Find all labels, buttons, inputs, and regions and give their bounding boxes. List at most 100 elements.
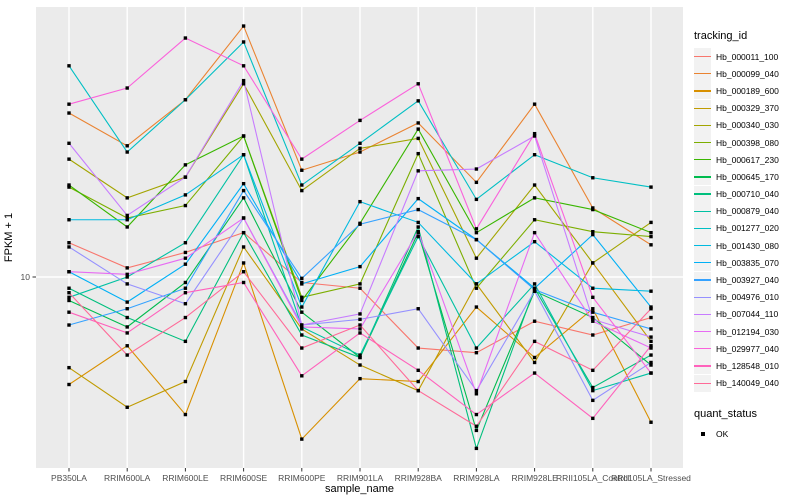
data-point-marker — [532, 218, 537, 222]
data-point-marker — [591, 295, 595, 300]
data-point-marker — [591, 310, 595, 314]
data-point-marker — [183, 315, 188, 320]
data-point-marker — [300, 325, 304, 329]
data-point-marker — [125, 275, 129, 279]
data-point-marker — [125, 150, 129, 154]
data-point-marker — [416, 99, 420, 103]
legend-item: Hb_001430_080 — [690, 237, 800, 255]
legend-item: Hb_012194_030 — [690, 323, 800, 341]
data-point-marker — [532, 360, 537, 365]
data-point-marker — [649, 230, 653, 235]
data-point-marker — [125, 213, 129, 218]
data-point-marker — [300, 327, 304, 331]
data-point-marker — [125, 266, 129, 270]
legend-item-label: Hb_007044_110 — [716, 309, 779, 320]
legend-key-line-icon — [694, 65, 711, 83]
data-point-marker — [416, 207, 420, 212]
legend-item-label: Hb_012194_030 — [716, 326, 779, 337]
data-point-marker — [358, 331, 362, 335]
data-point-marker — [532, 239, 537, 244]
data-point-marker — [300, 310, 304, 314]
data-point-marker — [474, 256, 479, 260]
data-point-marker — [358, 118, 362, 123]
data-point-marker — [358, 141, 362, 145]
legend-key-line-icon — [694, 116, 711, 134]
data-point-marker — [532, 183, 537, 187]
legend-item: OK — [690, 426, 800, 443]
data-point-marker — [532, 134, 537, 138]
data-point-marker — [241, 24, 246, 28]
data-point-marker — [241, 280, 246, 285]
data-point-marker — [300, 157, 304, 161]
data-point-marker — [532, 289, 537, 293]
data-point-marker — [300, 295, 304, 300]
data-point-marker — [474, 388, 479, 393]
data-point-marker — [67, 241, 71, 245]
data-point-marker — [125, 344, 129, 348]
legend-item: Hb_000645_170 — [690, 168, 800, 186]
data-point-marker — [300, 374, 304, 378]
data-point-marker — [532, 153, 537, 157]
data-point-marker — [416, 136, 420, 141]
data-point-marker — [183, 98, 188, 102]
legend-key-line-icon — [694, 357, 711, 375]
legend-item: Hb_128548_010 — [690, 357, 800, 375]
data-point-marker — [358, 150, 362, 154]
data-point-marker — [591, 286, 595, 290]
data-point-marker — [416, 388, 420, 393]
data-point-marker — [591, 385, 595, 390]
x-tick-label: RRIM928LA — [453, 473, 500, 483]
data-point-marker — [591, 388, 595, 393]
data-point-marker — [591, 333, 595, 337]
data-point-marker — [474, 350, 479, 355]
data-point-marker — [183, 290, 188, 295]
data-point-marker — [358, 264, 362, 269]
legend-key-line-icon — [694, 305, 711, 323]
legend-item: Hb_140049_040 — [690, 374, 800, 392]
data-point-marker — [300, 282, 304, 286]
data-point-marker — [67, 102, 71, 106]
data-point-marker — [649, 371, 653, 375]
data-point-marker — [416, 234, 420, 239]
data-point-marker — [532, 319, 537, 323]
legend-key-line-icon — [694, 254, 711, 272]
data-point-marker — [474, 230, 479, 235]
data-point-marker — [649, 344, 653, 348]
x-tick-label: RRII105LA_Stressed — [611, 473, 691, 483]
x-tick-label: RRIM600PE — [278, 473, 326, 483]
data-point-marker — [300, 305, 304, 309]
data-point-marker — [241, 270, 246, 274]
data-point-marker — [649, 220, 653, 225]
x-tick-label: RRIM600LE — [162, 473, 209, 483]
legend-key-line-icon — [694, 271, 711, 289]
data-point-marker — [591, 368, 595, 373]
data-point-marker — [649, 420, 653, 424]
data-point-marker — [358, 312, 362, 316]
data-point-marker — [183, 193, 188, 197]
data-point-marker — [183, 339, 188, 344]
data-point-marker — [591, 307, 595, 311]
data-point-marker — [358, 355, 362, 360]
data-point-marker — [358, 282, 362, 286]
legend-item: Hb_000617_230 — [690, 151, 800, 169]
data-point-marker — [183, 250, 188, 255]
legend-key-line-icon — [694, 219, 711, 237]
data-point-marker — [358, 363, 362, 367]
data-point-marker — [67, 310, 71, 314]
data-point-marker — [358, 222, 362, 226]
legend-key-line-icon — [694, 237, 711, 255]
data-point-marker — [241, 153, 246, 157]
data-point-marker — [474, 346, 479, 350]
x-tick-label: RRIM928BA — [395, 473, 443, 483]
data-point-marker — [591, 319, 595, 323]
legend-item-label: Hb_003927_040 — [716, 275, 779, 286]
data-point-marker — [300, 188, 304, 193]
data-point-marker — [649, 289, 653, 293]
x-tick-label: RRIM600LA — [104, 473, 151, 483]
legend-key-line-icon — [694, 340, 711, 358]
data-point-marker — [358, 353, 362, 357]
legend-item-label: Hb_000340_030 — [716, 120, 779, 131]
data-point-marker — [241, 216, 246, 220]
data-point-marker — [300, 346, 304, 350]
